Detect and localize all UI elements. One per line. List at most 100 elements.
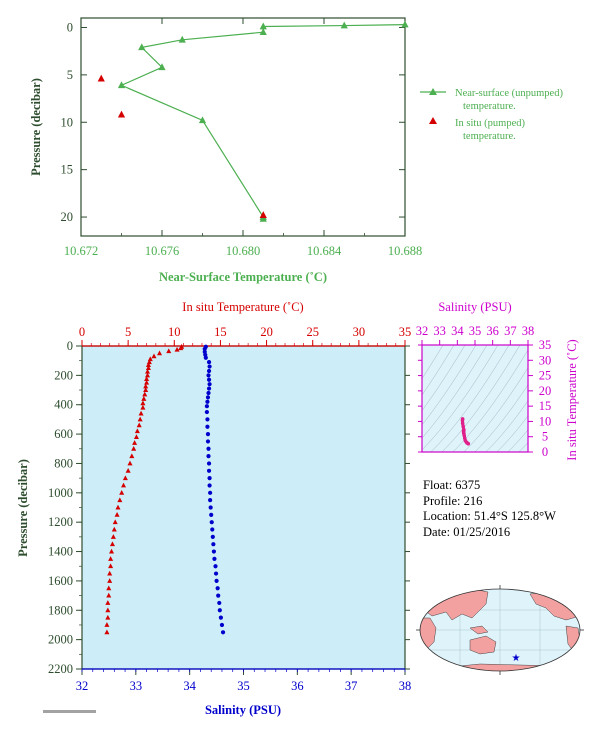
sal-xtick-label: 38 [399,679,412,693]
density-contour [422,345,466,411]
ts-xtick-label: 32 [416,324,429,338]
sal-xtick-label: 37 [345,679,358,693]
density-contours [422,305,601,460]
temperature-point [110,534,116,539]
pressure-ytick-label: 400 [54,398,73,412]
pressure-ytick-label: 2200 [48,662,73,676]
ns-ytick-label: 15 [61,163,74,177]
temperature-point [151,353,157,359]
temperature-point [104,622,110,627]
temperature-point [140,400,146,406]
density-contour [474,384,528,452]
density-contour [463,367,528,452]
density-contour [518,442,528,452]
salinity-point [205,431,211,437]
temperature-point [105,614,111,620]
near-surface-point [259,28,267,36]
temperature-point [109,541,115,547]
ts-point [462,433,467,438]
near-surface-point [401,20,409,28]
salinity-point [219,622,225,628]
ts-xtick-label: 36 [486,324,499,338]
temperature-point [134,428,140,434]
salinity-point [207,476,212,481]
temp-xtick-label: 0 [79,325,85,339]
temperature-point [119,490,125,495]
sal-xtick-label: 36 [291,679,304,693]
temperature-point [178,345,184,351]
temperature-point [115,504,121,510]
float-location-star-icon: ★ [512,653,521,664]
pressure-ytick-label: 0 [67,339,73,353]
ts-point [466,441,471,446]
near-surface-point [178,35,186,43]
salinity-point [214,578,219,584]
ts-ytick-label: 0 [542,445,548,459]
salinity-point [206,446,211,451]
temperature-point [108,563,114,569]
salinity-point [204,409,209,415]
temperature-point [104,629,110,635]
float-id: Float: 6375 [423,478,481,492]
temperature-point [131,445,137,451]
temperature-point [125,467,131,473]
salinity-point [205,395,211,400]
legend-insitu-label-2: temperature. [463,131,516,142]
temperature-point [136,422,142,428]
pressure-ytick-label: 2000 [48,633,73,647]
temperature-point [108,556,114,561]
salinity-xlabel: Salinity (PSU) [205,703,281,717]
ts-point [461,424,465,429]
salinity-point [213,571,219,576]
ns-xtick-label: 10.684 [307,244,342,258]
map-land-africa [420,617,437,651]
temperature-point [144,376,150,381]
salinity-point [218,615,223,620]
temperature-point [143,383,149,389]
ts-xtick-label: 35 [469,324,482,338]
salinity-point [207,364,212,369]
salinity-point [208,498,213,503]
temperature-point [107,578,113,583]
salinity-point [209,512,214,517]
temperature-point [145,365,151,370]
near-surface-point [198,116,207,124]
ts-ytick-label: 10 [539,414,552,428]
temperature-point [117,497,123,503]
ns-xtick-label: 10.680 [226,244,260,258]
map-ticks [416,585,584,675]
density-contour [430,345,510,452]
near-surface-plot-frame [80,17,406,237]
footer-small-text [43,710,96,713]
ns-xtick-label: 10.688 [388,244,422,258]
temp-xtick-label: 20 [260,325,273,339]
salinity-point [208,505,213,510]
salinity-point [205,417,210,422]
ts-plot-bg [422,345,528,452]
pressure-ytick-label: 200 [54,368,73,382]
ts-point [460,418,465,423]
ns-xtick-label: 10.672 [64,244,98,258]
temperature-point [121,482,127,488]
salinity-point [203,355,208,360]
map-land-maritime-asia [469,625,489,635]
temp-xtick-label: 35 [399,325,412,339]
salinity-point [206,377,212,382]
temperature-point [145,362,151,368]
density-contour [441,345,521,452]
temperature-point [114,512,120,517]
salinity-point [202,346,207,352]
profile-number: Profile: 216 [423,493,483,508]
ts-xtick-label: 33 [433,324,446,338]
salinity-point [216,593,221,598]
salinity-point [217,600,222,606]
temperature-point [133,434,139,439]
ns-ytick-label: 10 [61,115,74,129]
temperature-point [146,359,152,365]
density-contour [587,305,601,460]
insitu-pumped-point [117,110,126,118]
temp-xtick-label: 30 [353,325,366,339]
float-info-block: Float: 6375 Profile: 216 Location: 51.4°… [423,478,556,540]
